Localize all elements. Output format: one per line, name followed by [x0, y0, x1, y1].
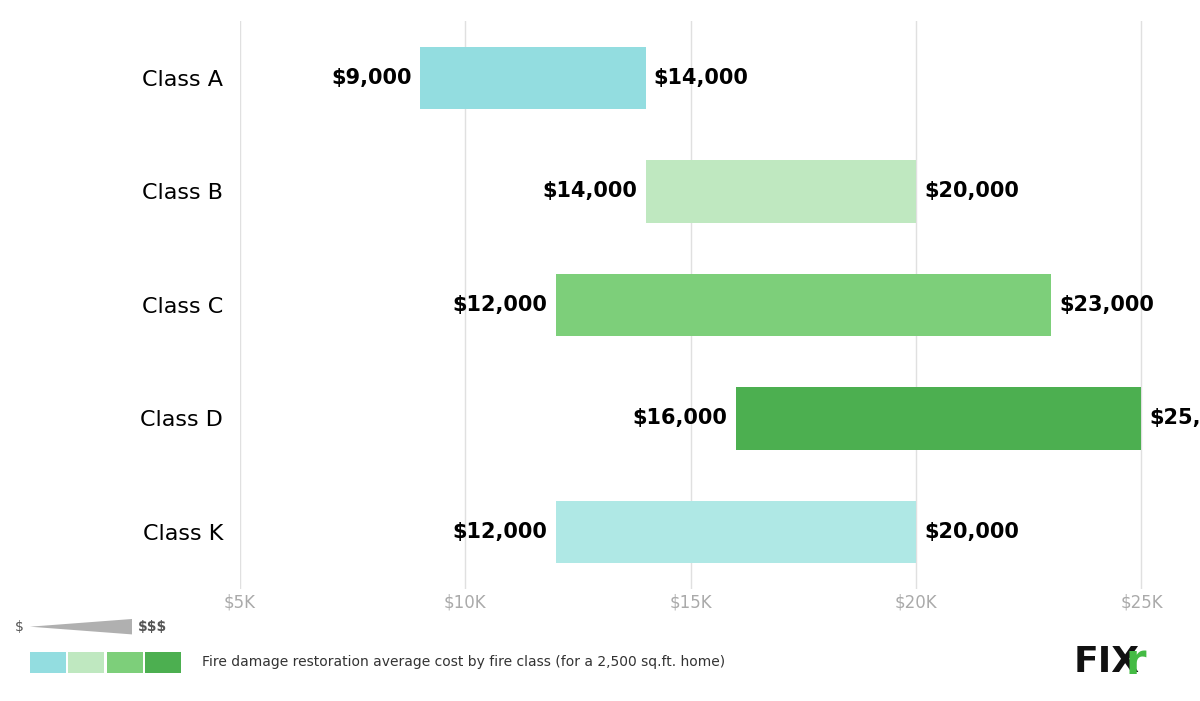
Text: $20,000: $20,000 — [924, 182, 1019, 201]
Bar — [736, 387, 1141, 449]
Text: $9,000: $9,000 — [331, 68, 412, 88]
Bar — [420, 47, 646, 109]
Text: $12,000: $12,000 — [452, 522, 547, 542]
Text: $14,000: $14,000 — [542, 182, 637, 201]
Text: Fire damage restoration average cost by fire class (for a 2,500 sq.ft. home): Fire damage restoration average cost by … — [202, 655, 725, 669]
Text: $: $ — [16, 620, 24, 634]
Text: $16,000: $16,000 — [632, 409, 727, 428]
Bar — [556, 501, 916, 563]
Bar — [556, 273, 1051, 336]
Text: $12,000: $12,000 — [452, 295, 547, 315]
Text: r: r — [1126, 641, 1146, 683]
Text: $20,000: $20,000 — [924, 522, 1019, 542]
Text: $23,000: $23,000 — [1060, 295, 1154, 315]
Text: $25,000: $25,000 — [1150, 409, 1200, 428]
Text: $$$: $$$ — [138, 620, 167, 634]
Text: $14,000: $14,000 — [654, 68, 749, 88]
Bar — [646, 161, 916, 223]
Text: FIX: FIX — [1074, 646, 1140, 679]
